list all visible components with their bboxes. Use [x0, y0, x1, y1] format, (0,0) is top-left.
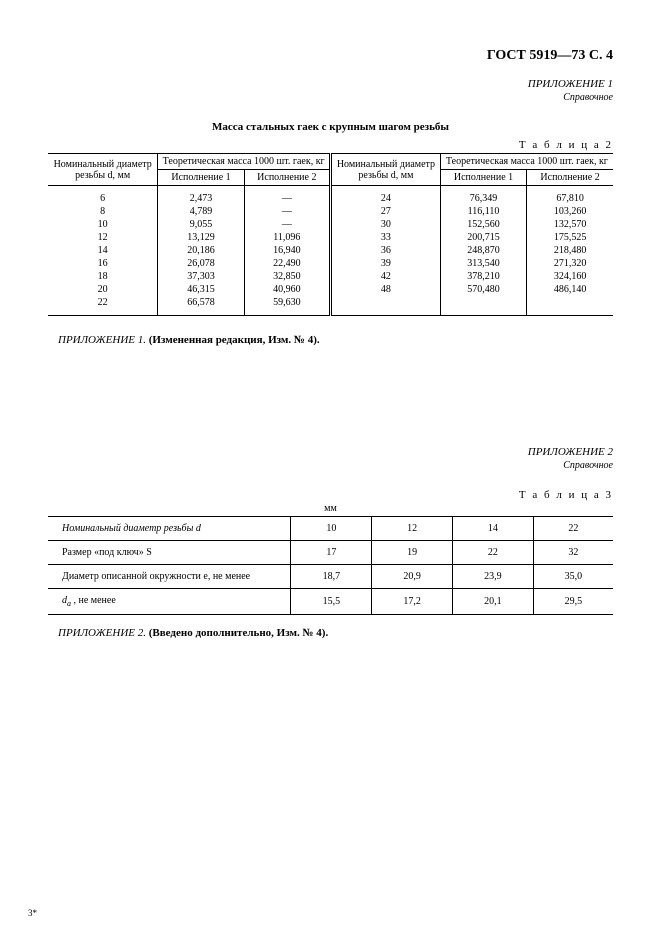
table-row: 2046,31540,96048570,480486,140	[48, 283, 613, 296]
t2-h-nomdiam-left: Номинальный диаметр резьбы d, мм	[48, 154, 158, 186]
t3-cell: 22	[453, 541, 534, 565]
table-row: 2266,57859,630	[48, 296, 613, 309]
page-footer: 3*	[28, 908, 37, 918]
table3-unit: мм	[48, 503, 613, 514]
t3-cell: 20,1	[453, 589, 534, 615]
t3-r2-label: Размер «под ключ» S	[48, 541, 291, 565]
table3-label: Т а б л и ц а 3	[48, 489, 613, 501]
appendix2-note: ПРИЛОЖЕНИЕ 2. (Введено дополнительно, Из…	[58, 627, 613, 639]
table-row: 109,055—30152,560132,570	[48, 218, 613, 231]
t2-h-isp2-r: Исполнение 2	[527, 170, 613, 186]
t3-cell: 23,9	[453, 565, 534, 589]
table3: Номинальный диаметр резьбы d 10 12 14 22…	[48, 516, 613, 615]
t2-h-isp1-l: Исполнение 1	[158, 170, 244, 186]
appendix1-title: ПРИЛОЖЕНИЕ 1	[48, 78, 613, 90]
t3-cell: 32	[533, 541, 613, 565]
note1-prefix: ПРИЛОЖЕНИЕ 1.	[58, 334, 146, 346]
table-row: 1626,07822,49039313,540271,320	[48, 257, 613, 270]
t2-h-mass-right: Теоретическая масса 1000 шт. гаек, кг	[440, 154, 613, 170]
t3-r3-label: Диаметр описанной окружности e, не менее	[48, 565, 291, 589]
t3-row-keysize: Размер «под ключ» S 17 19 22 32	[48, 541, 613, 565]
t3-cell: 10	[291, 517, 372, 541]
t2-h-isp1-r: Исполнение 1	[440, 170, 526, 186]
table2-label: Т а б л и ц а 2	[48, 139, 613, 151]
t3-cell: 18,7	[291, 565, 372, 589]
table2-title: Масса стальных гаек с крупным шагом резь…	[48, 121, 613, 133]
appendix1-note: ПРИЛОЖЕНИЕ 1. (Измененная редакция, Изм.…	[58, 334, 613, 346]
appendix1-subtitle: Справочное	[48, 92, 613, 103]
t3-cell: 19	[372, 541, 453, 565]
table2: Номинальный диаметр резьбы d, мм Теорети…	[48, 153, 613, 316]
table-row: 1213,12911,09633200,715175,525	[48, 231, 613, 244]
note1-text: (Измененная редакция, Изм. № 4).	[149, 334, 320, 346]
t2-h-nomdiam-right: Номинальный диаметр резьбы d, мм	[330, 154, 440, 186]
t3-r4-label: da , не менее	[48, 589, 291, 615]
table-row: 1837,30332,85042378,210324,160	[48, 270, 613, 283]
note2-text: (Введено дополнительно, Изм. № 4).	[149, 627, 328, 639]
t2-h-isp2-l: Исполнение 2	[244, 170, 330, 186]
t3-cell: 29,5	[533, 589, 613, 615]
t3-row-da: da , не менее 15,5 17,2 20,1 29,5	[48, 589, 613, 615]
t3-row-nomdiam: Номинальный диаметр резьбы d 10 12 14 22	[48, 517, 613, 541]
t3-cell: 17	[291, 541, 372, 565]
document-header: ГОСТ 5919—73 С. 4	[48, 48, 613, 64]
appendix2-subtitle: Справочное	[48, 460, 613, 471]
t3-cell: 15,5	[291, 589, 372, 615]
t2-h-mass-left: Теоретическая масса 1000 шт. гаек, кг	[158, 154, 331, 170]
t3-cell: 12	[372, 517, 453, 541]
t3-cell: 22	[533, 517, 613, 541]
table-row: 84,789—27116,110103,260	[48, 205, 613, 218]
t3-cell: 20,9	[372, 565, 453, 589]
t3-row-circumcircle: Диаметр описанной окружности e, не менее…	[48, 565, 613, 589]
t3-cell: 35,0	[533, 565, 613, 589]
t3-cell: 14	[453, 517, 534, 541]
note2-prefix: ПРИЛОЖЕНИЕ 2.	[58, 627, 146, 639]
table-row: 1420,18616,94036248,870218,480	[48, 244, 613, 257]
appendix2-title: ПРИЛОЖЕНИЕ 2	[48, 446, 613, 458]
t3-cell: 17,2	[372, 589, 453, 615]
table-row: 62,473—2476,34967,810	[48, 192, 613, 205]
t3-r1-label: Номинальный диаметр резьбы d	[48, 517, 291, 541]
